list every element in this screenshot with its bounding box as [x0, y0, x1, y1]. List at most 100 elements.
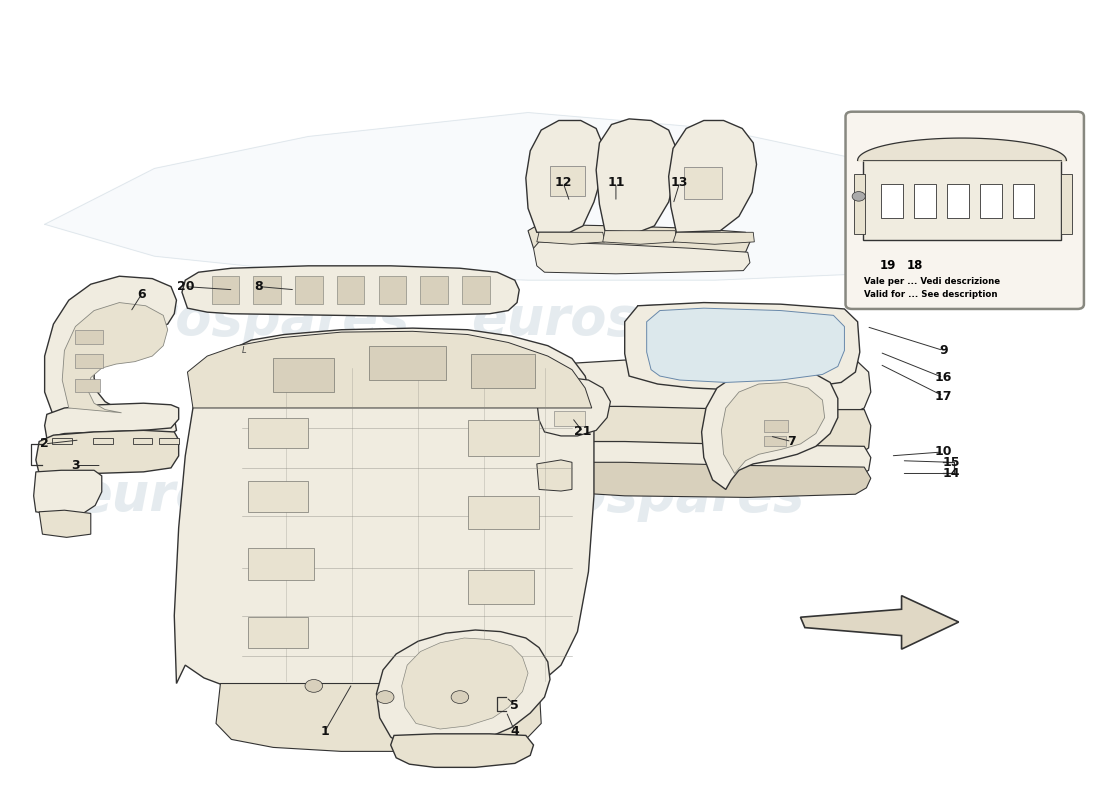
Polygon shape — [647, 308, 845, 382]
Bar — [248, 418, 308, 448]
Polygon shape — [673, 232, 755, 244]
Bar — [76, 379, 100, 392]
Polygon shape — [295, 276, 322, 304]
Polygon shape — [53, 438, 73, 444]
Polygon shape — [216, 683, 541, 751]
Text: 10: 10 — [935, 446, 953, 458]
Text: 16: 16 — [935, 371, 952, 384]
Polygon shape — [537, 460, 572, 491]
Bar — [764, 420, 789, 432]
Polygon shape — [535, 406, 871, 462]
Bar — [1060, 174, 1071, 234]
Bar — [554, 411, 585, 426]
Text: 12: 12 — [554, 176, 572, 190]
Bar — [980, 184, 1001, 218]
Bar — [1012, 184, 1034, 218]
Bar — [914, 184, 936, 218]
Bar — [468, 570, 534, 604]
Text: 13: 13 — [671, 176, 689, 190]
Text: 7: 7 — [788, 435, 796, 448]
Polygon shape — [537, 232, 605, 244]
Text: 21: 21 — [574, 426, 592, 438]
Text: 9: 9 — [939, 344, 947, 357]
Polygon shape — [596, 119, 676, 232]
Text: 19: 19 — [987, 235, 1003, 248]
Polygon shape — [376, 630, 550, 750]
Bar — [764, 436, 786, 446]
Polygon shape — [625, 302, 860, 390]
Polygon shape — [337, 276, 364, 304]
Text: 18: 18 — [1023, 235, 1040, 248]
Text: 4: 4 — [510, 725, 519, 738]
Text: 17: 17 — [935, 390, 953, 402]
Polygon shape — [390, 734, 534, 767]
Polygon shape — [462, 276, 490, 304]
Polygon shape — [378, 276, 406, 304]
Bar — [855, 174, 866, 234]
Circle shape — [852, 191, 866, 201]
Polygon shape — [158, 438, 178, 444]
Polygon shape — [132, 438, 152, 444]
Bar — [468, 420, 539, 456]
Polygon shape — [40, 510, 91, 538]
Bar — [947, 184, 969, 218]
Polygon shape — [801, 596, 959, 649]
Polygon shape — [535, 360, 871, 420]
Polygon shape — [36, 430, 178, 475]
Polygon shape — [636, 304, 849, 326]
Bar — [471, 354, 535, 388]
Bar — [864, 161, 1060, 240]
Bar — [76, 330, 103, 344]
Polygon shape — [702, 368, 838, 490]
Polygon shape — [669, 121, 757, 232]
Polygon shape — [528, 224, 750, 254]
Text: 6: 6 — [138, 288, 145, 301]
Text: 20: 20 — [176, 280, 194, 293]
Polygon shape — [94, 438, 113, 444]
Circle shape — [376, 690, 394, 703]
Polygon shape — [603, 230, 676, 244]
Polygon shape — [63, 302, 167, 413]
Bar — [248, 548, 314, 580]
Text: 19: 19 — [880, 259, 896, 272]
Text: 18: 18 — [906, 259, 923, 272]
Polygon shape — [535, 442, 871, 482]
Bar — [273, 358, 333, 392]
Bar — [550, 166, 585, 196]
Text: eurospares: eurospares — [76, 470, 409, 522]
Text: 11: 11 — [607, 176, 625, 190]
Polygon shape — [211, 276, 239, 304]
Polygon shape — [722, 382, 825, 474]
Text: eurospares: eurospares — [76, 294, 409, 346]
Text: eurospares: eurospares — [471, 470, 804, 522]
Polygon shape — [526, 121, 603, 232]
Text: eurospares: eurospares — [471, 294, 804, 346]
Bar — [248, 618, 308, 647]
Bar — [684, 167, 723, 198]
Polygon shape — [420, 276, 448, 304]
Bar — [468, 496, 539, 530]
Text: Valid for ... See description: Valid for ... See description — [865, 290, 998, 299]
Polygon shape — [534, 242, 750, 274]
Circle shape — [451, 690, 469, 703]
Text: Vale per ... Vedi descrizione: Vale per ... Vedi descrizione — [865, 278, 1000, 286]
Polygon shape — [45, 276, 176, 438]
Circle shape — [305, 679, 322, 692]
Bar — [248, 482, 308, 512]
Polygon shape — [187, 331, 592, 408]
Text: 5: 5 — [510, 698, 519, 711]
Text: L: L — [242, 346, 246, 355]
Text: 2: 2 — [41, 438, 50, 450]
Polygon shape — [402, 638, 528, 729]
Polygon shape — [45, 403, 178, 438]
Polygon shape — [253, 276, 280, 304]
Text: 8: 8 — [254, 280, 263, 293]
Polygon shape — [34, 470, 102, 516]
Polygon shape — [174, 328, 594, 705]
Text: 1: 1 — [320, 725, 329, 738]
Text: 14: 14 — [943, 467, 959, 480]
Bar — [881, 184, 903, 218]
Text: 15: 15 — [943, 456, 959, 469]
Bar — [76, 354, 103, 368]
FancyBboxPatch shape — [846, 112, 1084, 309]
